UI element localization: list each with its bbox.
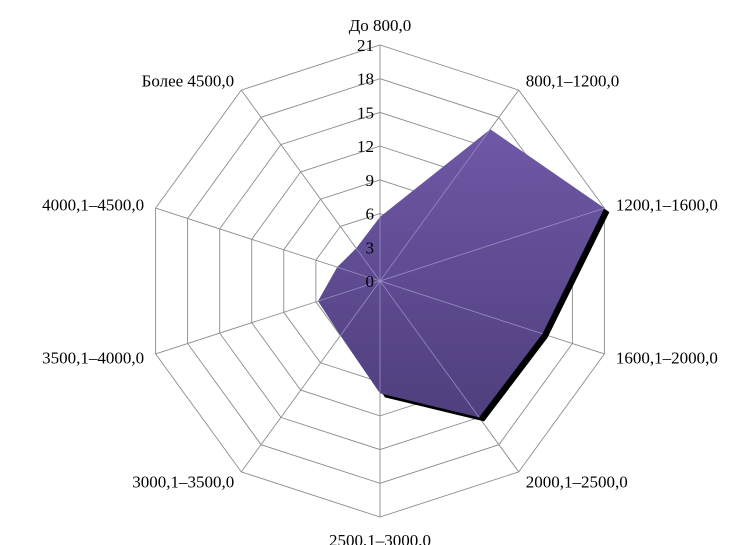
series-0-inner-spoke-8 bbox=[337, 266, 381, 282]
category-label-5: 2500,1–3000,0 bbox=[329, 531, 431, 545]
category-label-2: 1200,1–1600,0 bbox=[616, 195, 718, 214]
tick-label-21: 21 bbox=[357, 36, 374, 55]
category-label-3: 1600,1–2000,0 bbox=[616, 349, 718, 368]
category-labels: До 800,0 800,1–1200,0 1200,1–1600,0 1600,1–… bbox=[42, 16, 718, 545]
category-label-9: Более 4500,0 bbox=[142, 71, 235, 90]
series-0-inner-spoke-6 bbox=[340, 280, 381, 336]
tick-label-6: 6 bbox=[366, 205, 375, 224]
tick-label-3: 3 bbox=[366, 238, 375, 257]
radar-series bbox=[317, 128, 610, 422]
series-0-inner-spoke-2 bbox=[379, 207, 605, 282]
tick-label-0: 0 bbox=[366, 272, 375, 291]
series-0-inner-spoke-9 bbox=[355, 248, 381, 282]
value-axis-ticks: 0 3 6 9 12 15 18 21 bbox=[357, 36, 374, 291]
series-0-area bbox=[318, 129, 605, 418]
series-0-inner-spoke-1 bbox=[379, 128, 491, 282]
category-label-0: До 800,0 bbox=[349, 16, 412, 35]
category-label-8: 4000,1–4500,0 bbox=[42, 195, 144, 214]
category-label-4: 2000,1–2500,0 bbox=[526, 473, 628, 492]
series-0-inner-spoke-7 bbox=[317, 280, 381, 302]
category-label-7: 3500,1–4000,0 bbox=[42, 349, 144, 368]
series-0-inner-spoke-4 bbox=[379, 280, 480, 418]
category-label-1: 800,1–1200,0 bbox=[526, 71, 620, 90]
tick-label-12: 12 bbox=[357, 137, 374, 156]
category-label-6: 3000,1–3500,0 bbox=[132, 473, 234, 492]
series-0-inner-spoke-3 bbox=[379, 280, 543, 335]
tick-label-15: 15 bbox=[357, 103, 374, 122]
tick-label-9: 9 bbox=[366, 171, 375, 190]
tick-label-18: 18 bbox=[357, 70, 374, 89]
